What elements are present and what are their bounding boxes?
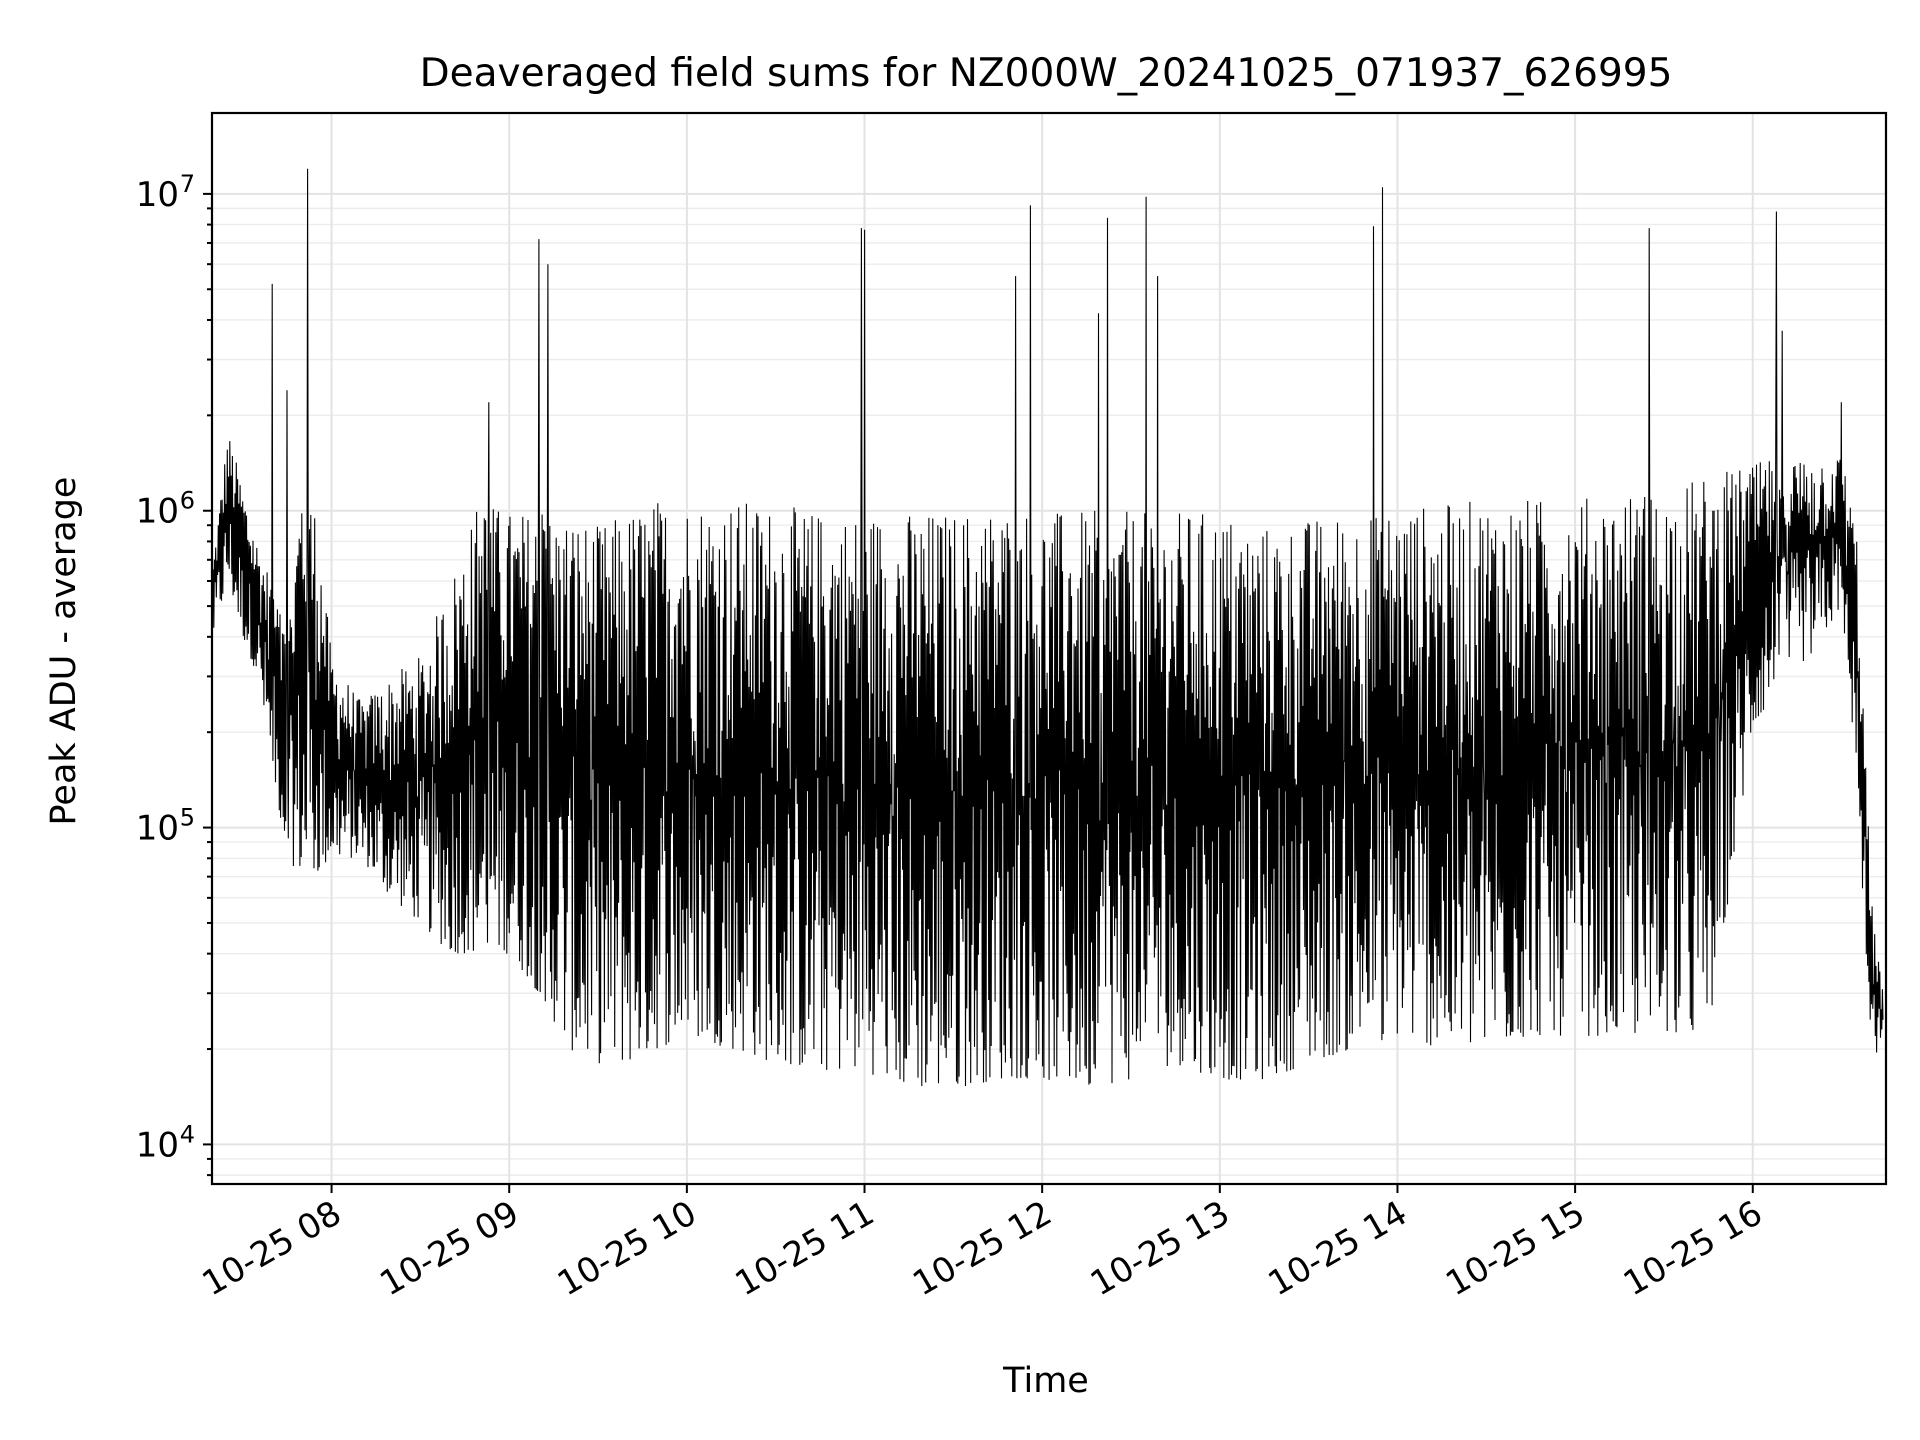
y-tick-base: 10 bbox=[136, 175, 179, 215]
x-axis-label: Time bbox=[1002, 1361, 1089, 1401]
x-tick-label: 10-25 14 bbox=[1262, 1193, 1414, 1304]
y-tick-label: 410 bbox=[136, 1120, 195, 1165]
x-tick-label: 10-25 09 bbox=[373, 1193, 525, 1304]
x-tick-label: 10-25 10 bbox=[551, 1193, 703, 1304]
x-axis: 10-25 08 10-25 09 10-25 10 10-25 11 10-25 12… bbox=[196, 1184, 1769, 1304]
y-axis-label: Peak ADU - average bbox=[44, 477, 84, 826]
y-tick-base: 10 bbox=[136, 1125, 179, 1165]
y-tick-exponent: 5 bbox=[180, 804, 195, 832]
x-tick-label: 10-25 11 bbox=[729, 1193, 881, 1304]
y-tick-exponent: 6 bbox=[180, 487, 195, 515]
x-tick-label: 10-25 13 bbox=[1084, 1193, 1236, 1304]
x-tick-label: 10-25 16 bbox=[1617, 1193, 1769, 1304]
y-tick-base: 10 bbox=[136, 492, 179, 532]
y-tick-label: 710 bbox=[136, 170, 195, 215]
plot-area bbox=[210, 111, 1888, 1186]
y-tick-base: 10 bbox=[136, 809, 179, 849]
series-line bbox=[212, 168, 1884, 1087]
chart-title: Deaveraged field sums for NZ000W_2024102… bbox=[420, 51, 1673, 96]
plot-frame bbox=[210, 111, 1888, 1186]
y-tick-exponent: 4 bbox=[180, 1120, 195, 1148]
x-tick-label: 10-25 08 bbox=[196, 1193, 348, 1304]
y-tick-label: 510 bbox=[136, 804, 195, 849]
series-group bbox=[212, 168, 1884, 1087]
x-tick-label: 10-25 15 bbox=[1439, 1193, 1591, 1304]
y-tick-label: 610 bbox=[136, 487, 195, 532]
x-tick-label: 10-25 12 bbox=[906, 1193, 1058, 1304]
y-tick-exponent: 7 bbox=[180, 170, 195, 198]
